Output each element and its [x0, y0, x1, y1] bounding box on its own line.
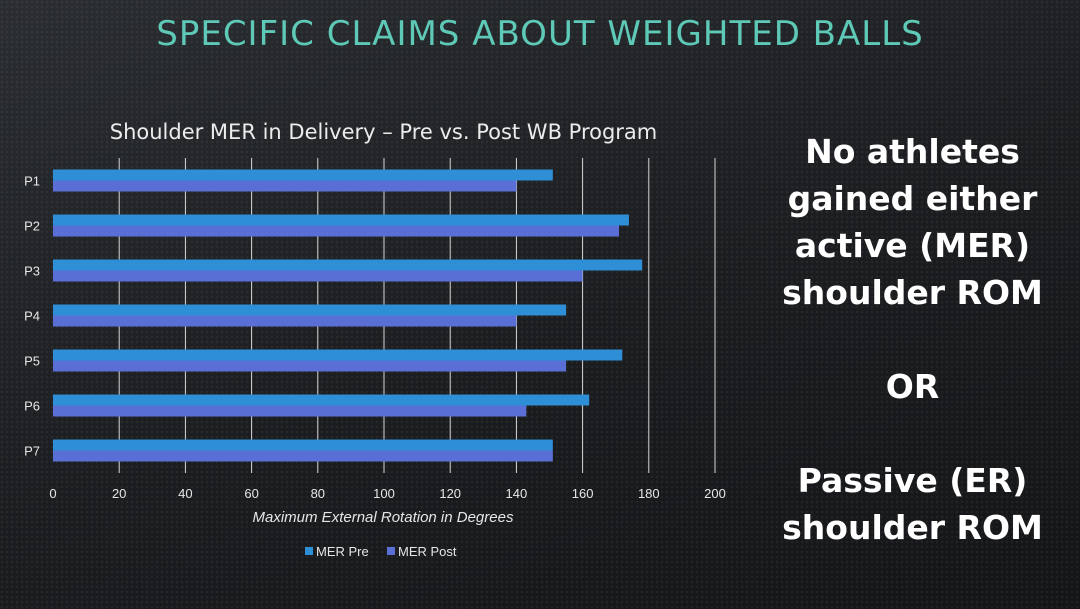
bar-mer-post-p6	[53, 405, 527, 417]
y-tick-label: P5	[24, 354, 40, 369]
y-tick-label: P1	[24, 174, 40, 189]
x-tick-label: 140	[506, 486, 528, 501]
x-tick-labels: 0 20 40 60 80 100 120 140 160 180 200	[49, 486, 725, 501]
side-text-line: Passive (ER)	[797, 461, 1028, 500]
x-tick-label: 100	[373, 486, 395, 501]
y-tick-label: P2	[24, 219, 40, 234]
x-axis-title: Maximum External Rotation in Degrees	[253, 509, 514, 526]
bar-mer-pre-p1	[53, 169, 553, 181]
bar-chart: P1 P2 P3 P4 P5 P6 P7 0 20 40 60 80 100 120 140 160 180 2…	[24, 158, 726, 559]
legend-label: MER Pre	[316, 544, 369, 559]
side-text-line: active (MER)	[794, 226, 1031, 265]
bar-mer-post-p4	[53, 315, 517, 327]
x-tick-label: 200	[704, 486, 726, 501]
bar-mer-pre-p4	[53, 304, 567, 316]
bar-mer-pre-p2	[53, 214, 629, 226]
bar-mer-post-p3	[53, 270, 583, 282]
bar-mer-post-p1	[53, 180, 517, 192]
x-tick-label: 60	[244, 486, 258, 501]
x-tick-label: 20	[112, 486, 126, 501]
x-tick-label: 80	[311, 486, 325, 501]
spacer	[765, 316, 1060, 363]
y-tick-label: P3	[24, 264, 40, 279]
bar-mer-pre-p5	[53, 349, 623, 361]
bar-mer-post-p2	[53, 225, 620, 237]
x-tick-label: 0	[49, 486, 56, 501]
y-tick-label: P6	[24, 399, 40, 414]
side-text-or: OR	[885, 367, 940, 406]
y-tick-label: P4	[24, 309, 40, 324]
side-text-line: No athletes	[805, 132, 1020, 171]
side-claim-text: No athletes gained either active (MER) s…	[765, 128, 1060, 551]
x-tick-label: 160	[572, 486, 594, 501]
legend-swatch	[387, 547, 395, 555]
y-tick-labels: P1 P2 P3 P4 P5 P6 P7	[24, 174, 40, 459]
chart-legend: MER Pre MER Post	[305, 544, 457, 559]
side-text-line: shoulder ROM	[782, 508, 1043, 547]
chart-title: Shoulder MER in Delivery – Pre vs. Post …	[109, 120, 658, 144]
bar-mer-pre-p6	[53, 394, 590, 406]
bar-mer-pre-p3	[53, 259, 643, 271]
x-tick-label: 180	[638, 486, 660, 501]
legend-swatch	[305, 547, 313, 555]
spacer	[765, 410, 1060, 457]
x-tick-label: 40	[178, 486, 192, 501]
y-tick-label: P7	[24, 444, 40, 459]
slide-title: SPECIFIC CLAIMS ABOUT WEIGHTED BALLS	[156, 14, 924, 54]
side-text-line: shoulder ROM	[782, 273, 1043, 312]
bar-mer-post-p7	[53, 450, 553, 462]
x-tick-label: 120	[439, 486, 461, 501]
chart-bars	[53, 169, 643, 462]
bar-mer-pre-p7	[53, 439, 553, 451]
side-text-line: gained either	[787, 179, 1038, 218]
bar-mer-post-p5	[53, 360, 567, 372]
legend-label: MER Post	[398, 544, 457, 559]
